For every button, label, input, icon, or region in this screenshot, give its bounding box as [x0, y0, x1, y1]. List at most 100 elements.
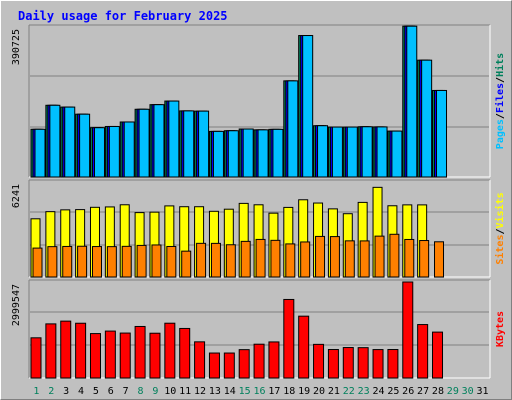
x-tick-label: 13 [209, 386, 221, 397]
bar-sites-day-13 [210, 242, 221, 278]
bar-pages-day-10 [168, 100, 180, 178]
bar-sites-day-7 [121, 245, 132, 278]
bar-sites-day-15 [240, 240, 251, 278]
bar-sites-day-27 [419, 240, 430, 278]
bar-sites-day-2 [47, 246, 58, 278]
legend-separator: / [495, 77, 506, 83]
bar-pages-day-16 [257, 129, 269, 178]
bar-pages-day-25 [391, 130, 403, 178]
bar-sites-day-24 [374, 235, 385, 278]
bar-sites-day-17 [270, 239, 281, 278]
bar-pages-day-19 [302, 35, 314, 178]
x-tick-label: 17 [268, 386, 280, 397]
x-tick-label: 4 [78, 386, 84, 397]
legend-files: Files [494, 83, 506, 113]
bar-pages-day-2 [49, 104, 61, 178]
bar-sites-day-10 [166, 245, 177, 278]
x-tick-label: 12 [194, 386, 206, 397]
bar-sites-day-12 [196, 242, 207, 278]
max-value-label: 6241 [11, 184, 22, 208]
x-tick-label: 30 [462, 386, 474, 397]
bar-pages-day-12 [198, 110, 210, 178]
legend-separator: / [495, 228, 506, 234]
bar-sites-day-6 [106, 246, 117, 278]
bar-kbytes-day-7 [119, 332, 131, 379]
x-tick-label: 24 [372, 386, 384, 397]
x-tick-label: 22 [343, 386, 355, 397]
bar-kbytes-day-5 [89, 333, 101, 379]
bar-kbytes-day-6 [104, 330, 116, 379]
x-tick-label: 25 [387, 386, 399, 397]
bar-pages-day-6 [108, 125, 120, 178]
bar-pages-day-3 [64, 106, 76, 178]
bar-kbytes-day-19 [298, 315, 310, 379]
x-tick-label: 6 [108, 386, 114, 397]
bar-pages-day-18 [287, 80, 299, 178]
x-tick-label: 8 [138, 386, 144, 397]
bar-kbytes-day-27 [417, 324, 429, 379]
bar-kbytes-day-9 [149, 332, 161, 379]
bar-pages-day-22 [346, 126, 358, 178]
bar-sites-day-1 [32, 247, 43, 278]
x-tick-label: 1 [33, 386, 39, 397]
bar-sites-day-28 [434, 241, 445, 278]
bar-kbytes-day-26 [402, 281, 414, 379]
bar-sites-day-9 [151, 244, 162, 278]
bar-pages-day-23 [361, 126, 373, 178]
x-tick-label: 27 [417, 386, 429, 397]
bar-pages-day-15 [242, 128, 254, 178]
bar-sites-day-21 [329, 236, 340, 278]
legend-hits: Hits [494, 53, 506, 77]
x-tick-label: 20 [313, 386, 325, 397]
x-tick-label: 10 [164, 386, 176, 397]
bar-sites-day-11 [181, 250, 192, 278]
bar-sites-day-20 [315, 235, 326, 278]
bar-kbytes-day-1 [30, 337, 42, 379]
bar-kbytes-day-14 [223, 352, 235, 379]
legend-visits: Visits [494, 192, 506, 228]
bar-kbytes-day-12 [194, 341, 206, 379]
bar-pages-day-24 [376, 126, 388, 178]
bar-kbytes-day-11 [179, 327, 191, 379]
bar-sites-day-14 [225, 244, 236, 278]
bar-sites-day-16 [255, 238, 266, 278]
bar-pages-day-13 [212, 130, 224, 178]
bar-pages-day-26 [406, 25, 418, 178]
panel-legend: Pages/Files/Hits [494, 53, 506, 149]
bar-pages-day-20 [317, 125, 329, 178]
x-tick-label: 29 [447, 386, 459, 397]
x-tick-label: 28 [432, 386, 444, 397]
bar-kbytes-day-25 [387, 349, 399, 379]
bar-sites-day-3 [62, 245, 73, 278]
bar-sites-day-19 [300, 241, 311, 278]
legend-separator: / [495, 113, 506, 119]
bar-kbytes-day-24 [372, 349, 384, 379]
legend-kbytes: KBytes [495, 311, 506, 347]
x-tick-label: 9 [152, 386, 158, 397]
x-tick-label: 14 [224, 386, 236, 397]
bar-kbytes-day-21 [327, 349, 339, 379]
bar-pages-day-28 [436, 89, 448, 178]
bar-sites-day-18 [285, 243, 296, 278]
bar-kbytes-day-8 [134, 325, 146, 379]
bar-kbytes-day-28 [432, 331, 444, 379]
x-tick-label: 26 [402, 386, 414, 397]
bar-kbytes-day-22 [342, 347, 354, 379]
bar-kbytes-day-15 [238, 349, 250, 379]
bar-kbytes-day-17 [268, 341, 280, 379]
bar-pages-day-21 [331, 126, 343, 178]
x-tick-label: 23 [358, 386, 370, 397]
bar-sites-day-23 [359, 240, 370, 278]
bar-kbytes-day-20 [313, 343, 325, 379]
x-tick-label: 2 [48, 386, 54, 397]
x-tick-label: 31 [477, 386, 489, 397]
bar-kbytes-day-10 [164, 322, 176, 379]
x-tick-label: 3 [63, 386, 69, 397]
panel-legend: Sites/Visits [494, 192, 506, 264]
bar-kbytes-day-16 [253, 343, 265, 379]
bar-sites-day-26 [404, 238, 415, 278]
bar-pages-day-5 [93, 127, 105, 178]
bar-kbytes-day-2 [45, 323, 57, 379]
legend-pages: Pages [495, 119, 506, 149]
